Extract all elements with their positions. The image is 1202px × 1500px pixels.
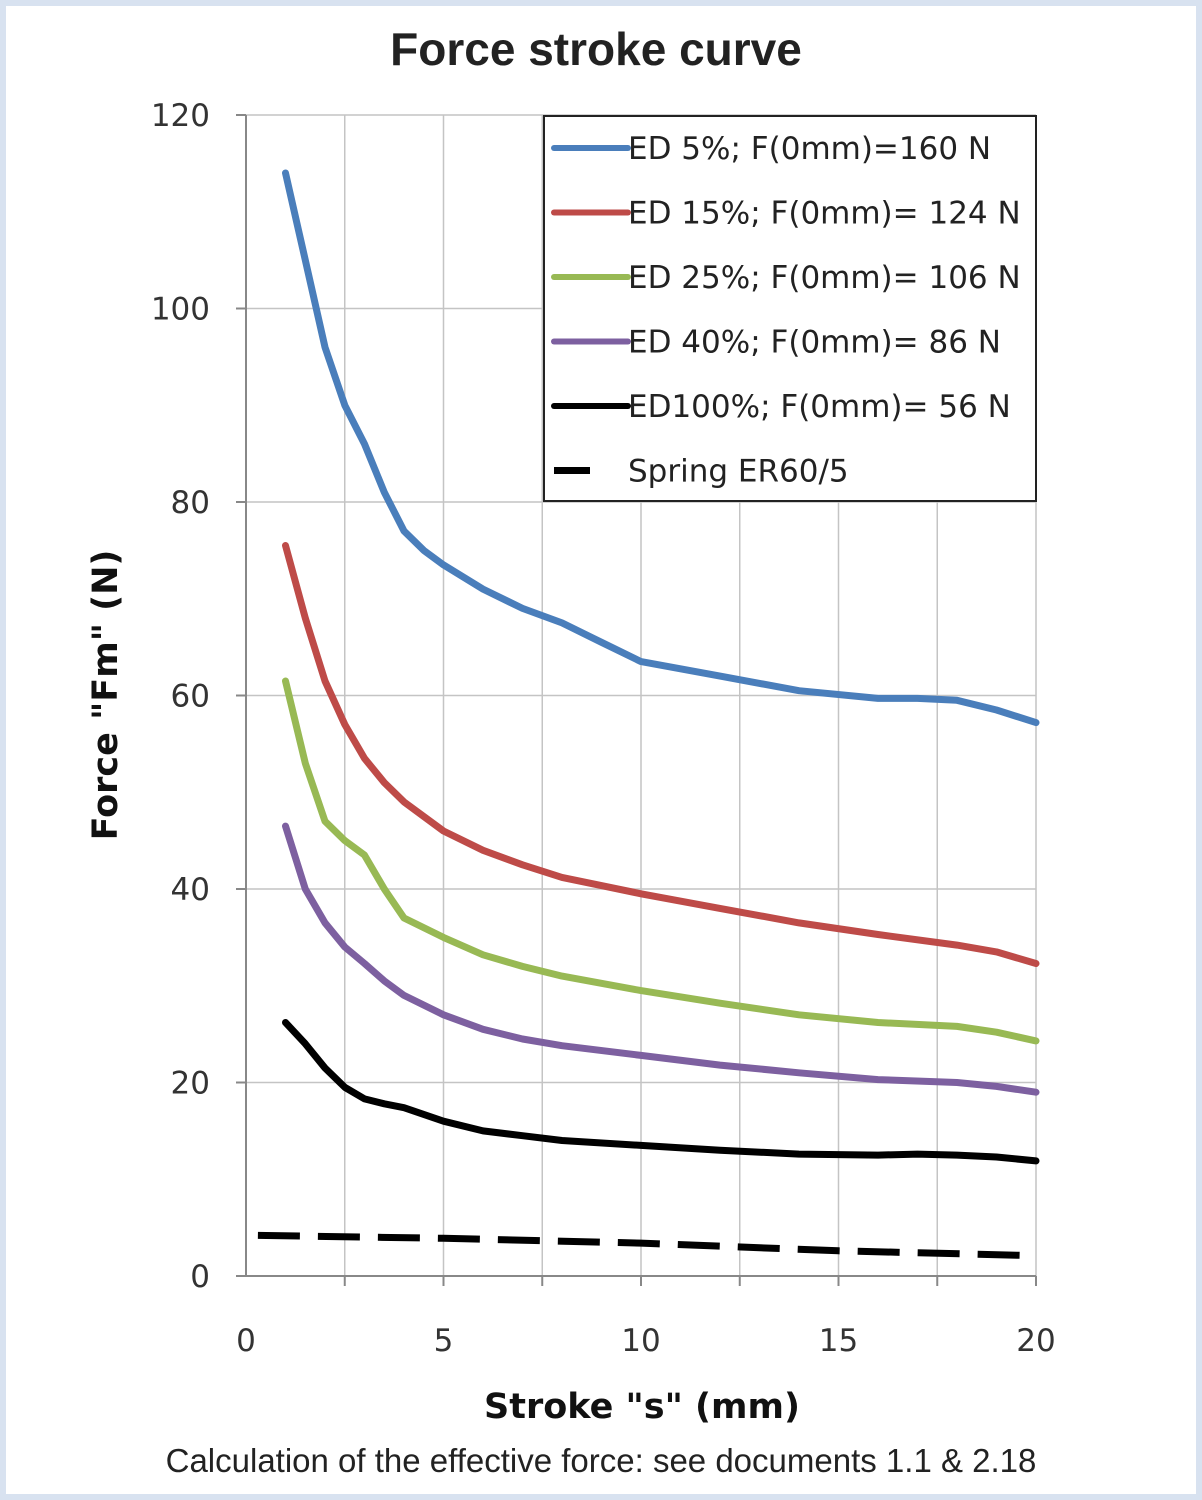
x-axis-label: Stroke "s" (mm): [484, 1387, 800, 1427]
axes: [236, 114, 1037, 1286]
y-tick-label: 0: [190, 1259, 210, 1295]
x-tick-label: 5: [434, 1323, 454, 1359]
series-line-3: [282, 677, 1040, 1045]
tick-labels: 0 20 40 60 80 100 120 0 5 10 15 20: [151, 98, 1056, 1359]
series-line-5: [282, 1019, 1040, 1165]
series-line-4: [282, 822, 1040, 1096]
legend-label: ED 25%; F(0mm)= 106 N: [628, 260, 1021, 296]
chart-title: Force stroke curve: [390, 23, 802, 75]
y-tick-label: 100: [151, 292, 210, 328]
y-tick-label: 20: [171, 1066, 210, 1102]
x-tick-label: 20: [1016, 1323, 1055, 1359]
y-tick-label: 60: [171, 679, 210, 715]
x-tick-label: 15: [819, 1323, 858, 1359]
series-lines: [257, 169, 1040, 1260]
y-tick-label: 80: [171, 485, 210, 521]
legend-label: ED 40%; F(0mm)= 86 N: [628, 325, 1001, 361]
x-tick-label: 0: [236, 1323, 256, 1359]
legend-box: [543, 115, 1037, 502]
series-line-1: [282, 169, 1040, 727]
legend-label: ED 5%; F(0mm)=160 N: [628, 131, 991, 167]
legend-label: Spring ER60/5: [628, 454, 849, 490]
series-line-6: [257, 1231, 1037, 1260]
caption: Calculation of the effective force: see …: [165, 1442, 1037, 1479]
y-tick-label: 120: [151, 98, 210, 134]
x-tick-label: 10: [621, 1323, 660, 1359]
series-line-2: [282, 542, 1040, 967]
legend-label: ED 15%; F(0mm)= 124 N: [628, 196, 1021, 232]
legend: ED 5%; F(0mm)=160 N ED 15%; F(0mm)= 124 N…: [543, 115, 1037, 502]
y-axis-label: Force "Fm" (N): [86, 550, 126, 841]
legend-label: ED100%; F(0mm)= 56 N: [628, 389, 1011, 425]
y-tick-label: 40: [171, 872, 210, 908]
